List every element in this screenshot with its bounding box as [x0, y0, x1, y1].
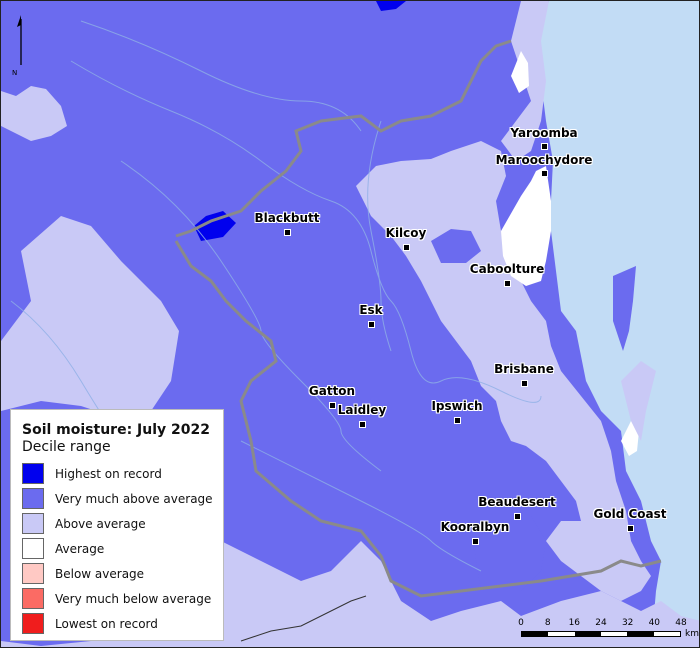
- legend-item-very-much-above: Very much above average: [22, 486, 213, 511]
- town-marker: [454, 417, 461, 424]
- scale-bar-graphic: [521, 631, 681, 637]
- legend-swatch: [22, 613, 44, 634]
- town-label: Ipswich: [431, 399, 483, 413]
- town-label: Kooralbyn: [440, 520, 510, 534]
- above-average-coastal-plain: [356, 141, 651, 601]
- town-label: Gatton: [308, 384, 356, 398]
- scale-tick: 48: [675, 618, 687, 628]
- town-label: Gold Coast: [593, 507, 667, 521]
- moreton-island: [613, 266, 636, 351]
- legend-item-very-much-below: Very much below average: [22, 586, 213, 611]
- average-region-coast: [501, 166, 551, 286]
- north-arrow: N: [12, 15, 26, 77]
- town-label: Esk: [359, 303, 383, 317]
- above-average-northwest: [1, 86, 67, 141]
- scale-tick: 24: [595, 618, 607, 628]
- legend-label: Lowest on record: [55, 616, 158, 631]
- scale-tick: 0: [518, 618, 524, 628]
- highest-on-record-patch: [194, 211, 236, 241]
- town-label: Laidley: [337, 403, 387, 417]
- town-marker: [472, 538, 479, 545]
- town-marker: [284, 229, 291, 236]
- legend-swatch: [22, 588, 44, 609]
- town-label: Maroochydore: [495, 153, 593, 167]
- legend-item-average: Average: [22, 536, 213, 561]
- town-marker: [541, 143, 548, 150]
- town-label: Caboolture: [469, 262, 545, 276]
- town-marker: [514, 513, 521, 520]
- legend-swatch: [22, 463, 44, 484]
- highest-on-record-top: [376, 1, 406, 11]
- legend-item-below: Below average: [22, 561, 213, 586]
- stradbroke-island: [621, 361, 656, 441]
- scale-unit: km: [685, 629, 699, 639]
- town-marker: [627, 525, 634, 532]
- legend-swatch: [22, 513, 44, 534]
- region-boundary: [174, 39, 662, 598]
- scale-tick: 40: [648, 618, 661, 628]
- legend-label: Average: [55, 541, 105, 556]
- north-arrow-icon: [17, 15, 22, 65]
- scale-tick: 16: [568, 618, 581, 628]
- legend-item-lowest: Lowest on record: [22, 611, 213, 636]
- average-region-island: [621, 421, 639, 456]
- scale-tick: 32: [621, 618, 634, 628]
- legend-item-above: Above average: [22, 511, 213, 536]
- legend-swatch: [22, 488, 44, 509]
- legend-title: Soil moisture: July 2022: [22, 422, 210, 438]
- legend-label: Above average: [55, 516, 146, 531]
- town-label: Beaudesert: [478, 495, 556, 509]
- legend-subtitle: Decile range: [22, 439, 111, 455]
- town-marker: [521, 380, 528, 387]
- very-much-above-patch-east: [431, 229, 481, 263]
- legend-swatch: [22, 563, 44, 584]
- town-marker: [541, 170, 548, 177]
- town-marker: [504, 280, 511, 287]
- state-border: [240, 595, 367, 642]
- legend-label: Highest on record: [55, 466, 162, 481]
- legend-label: Below average: [55, 566, 145, 581]
- average-region-north: [511, 51, 529, 93]
- town-label: Yaroomba: [510, 126, 578, 140]
- town-label: Kilcoy: [385, 226, 427, 240]
- scale-tick: 8: [544, 618, 551, 628]
- scale-bar: 0 8 16 24 32 40 48 km: [517, 616, 699, 646]
- legend-label: Very much above average: [55, 491, 213, 506]
- legend-swatch: [22, 538, 44, 559]
- town-marker: [403, 244, 410, 251]
- town-label: Brisbane: [494, 362, 554, 376]
- north-arrow-label: N: [12, 69, 18, 77]
- town-marker: [329, 402, 336, 409]
- town-marker: [359, 421, 366, 428]
- town-label: Blackbutt: [254, 211, 320, 225]
- town-marker: [368, 321, 375, 328]
- very-much-above-beaudesert: [471, 506, 546, 601]
- legend: Soil moisture: July 2022 Decile range Hi…: [10, 409, 224, 641]
- legend-label: Very much below average: [55, 591, 212, 606]
- above-average-west: [1, 216, 179, 419]
- legend-item-highest: Highest on record: [22, 461, 213, 486]
